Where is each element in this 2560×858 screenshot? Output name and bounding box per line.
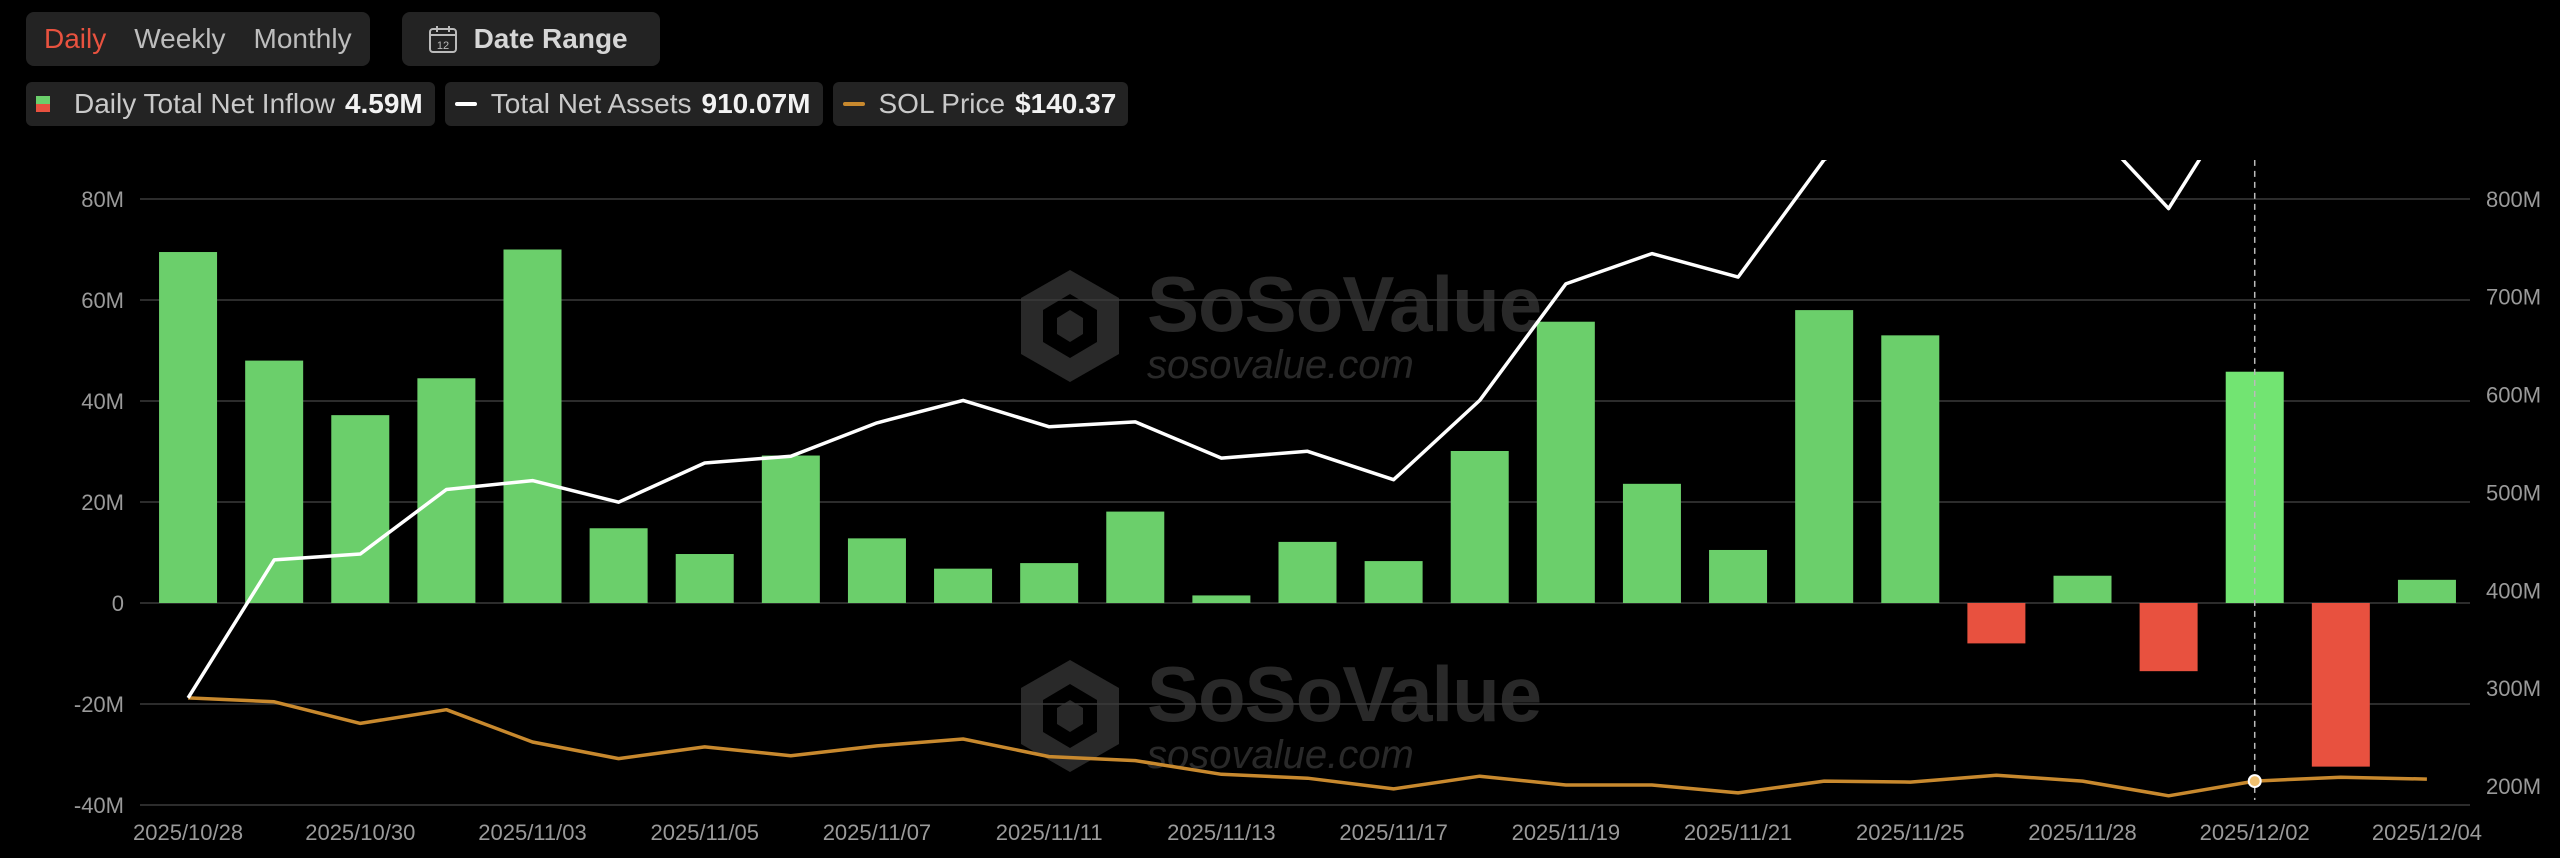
x-tick-label: 2025/11/07	[823, 820, 931, 845]
legend-inflow[interactable]: Daily Total Net Inflow 4.59M	[26, 82, 435, 126]
net-assets-swatch-icon	[454, 102, 477, 106]
y-right-tick-label: 600M	[2486, 383, 2541, 408]
x-tick-label: 2025/11/11	[996, 820, 1103, 845]
legend-inflow-value: 4.59M	[344, 88, 423, 119]
tab-daily[interactable]: Daily	[44, 23, 107, 54]
inflow-bar	[934, 568, 993, 603]
x-tick-label: 2025/10/28	[133, 820, 243, 845]
date-range-label: Date Range	[473, 23, 628, 54]
inflow-bar	[1106, 511, 1165, 603]
inflow-bar	[159, 252, 218, 603]
inflow-bar	[1536, 321, 1595, 603]
legend-net-assets-name: Total Net Assets	[490, 88, 692, 119]
legend-net-assets-value: 910.07M	[701, 88, 811, 119]
y-left-tick-label: 20M	[81, 490, 124, 515]
y-right-tick-label: 300M	[2486, 676, 2541, 701]
inflow-bar	[1020, 563, 1079, 603]
inflow-bar	[2311, 603, 2370, 767]
toolbar: Daily Weekly Monthly 12 Date Range	[26, 12, 660, 66]
x-tick-label: 2025/11/03	[478, 820, 586, 845]
inflow-bar	[2225, 371, 2284, 603]
legend-net-assets[interactable]: Total Net Assets 910.07M	[444, 82, 823, 126]
inflow-bar	[2139, 603, 2198, 672]
x-tick-label: 2025/11/05	[650, 820, 758, 845]
x-tick-label: 2025/11/13	[1167, 820, 1275, 845]
x-tick-label: 2025/11/19	[1512, 820, 1620, 845]
y-left-tick-label: 0	[112, 591, 124, 616]
inflow-bar	[1278, 541, 1337, 603]
legend-sol-price-name: SOL Price	[878, 88, 1006, 119]
legend-sol-price[interactable]: SOL Price $140.37	[832, 82, 1129, 126]
inflow-chart[interactable]: -40M -20M 0 20M 40M 60M 80M 200M 300M 400M 500M 600…	[0, 160, 2560, 858]
x-tick-label: 2025/12/04	[2372, 820, 2482, 845]
inflow-bar	[245, 360, 304, 603]
inflow-bar	[675, 554, 734, 603]
inflow-bar	[2397, 579, 2456, 603]
y-left-tick-label: 40M	[81, 389, 124, 414]
inflow-bar	[847, 538, 906, 603]
period-tabs: Daily Weekly Monthly	[26, 12, 370, 66]
y-left-tick-label: 60M	[81, 288, 124, 313]
inflow-bar	[589, 528, 648, 603]
total-net-assets-line	[186, 160, 2202, 699]
inflow-bar	[1364, 561, 1423, 603]
sol-price-swatch-icon	[842, 102, 865, 106]
legend-sol-price-value: $140.37	[1015, 88, 1117, 119]
inflow-bar	[1795, 310, 1854, 603]
y-left-tick-label: -20M	[74, 692, 124, 717]
inflow-bar	[1967, 603, 2026, 644]
inflow-swatch-icon	[36, 96, 50, 112]
y-right-tick-label: 400M	[2486, 578, 2541, 603]
x-tick-label: 2025/11/17	[1339, 820, 1447, 845]
y-left-tick-label: 80M	[81, 187, 124, 212]
x-tick-label: 2025/11/28	[2028, 820, 2136, 845]
calendar-icon: 12	[428, 26, 457, 53]
x-tick-label: 2025/11/21	[1684, 820, 1792, 845]
sol-price-line	[188, 696, 2427, 798]
x-tick-label: 2025/10/30	[305, 820, 415, 845]
y-right-tick-label: 200M	[2486, 774, 2541, 799]
calendar-icon-number: 12	[436, 40, 448, 52]
x-tick-label: 2025/12/02	[2200, 820, 2310, 845]
y-right-tick-label: 500M	[2486, 480, 2541, 505]
inflow-bar	[503, 249, 562, 603]
y-left-tick-label: -40M	[74, 793, 124, 818]
y-right-tick-label: 700M	[2486, 285, 2541, 310]
tab-weekly[interactable]: Weekly	[134, 23, 226, 54]
sol-price-highlight-point	[2247, 774, 2262, 789]
x-tick-label: 2025/11/25	[1856, 820, 1964, 845]
legend-inflow-name: Daily Total Net Inflow	[74, 88, 335, 119]
legend: Daily Total Net Inflow 4.59M Total Net A…	[26, 82, 1129, 126]
date-range-button[interactable]: 12 Date Range	[401, 12, 660, 66]
inflow-bar	[1881, 335, 1940, 603]
inflow-bar	[1622, 483, 1681, 603]
inflow-bar	[1709, 549, 1768, 603]
inflow-bar	[1450, 450, 1509, 603]
inflow-bar	[331, 415, 390, 603]
y-right-tick-label: 800M	[2486, 187, 2541, 212]
tab-monthly[interactable]: Monthly	[253, 23, 352, 54]
inflow-bar	[1192, 595, 1251, 603]
inflow-bar	[2053, 575, 2112, 603]
inflow-bar	[761, 455, 820, 603]
